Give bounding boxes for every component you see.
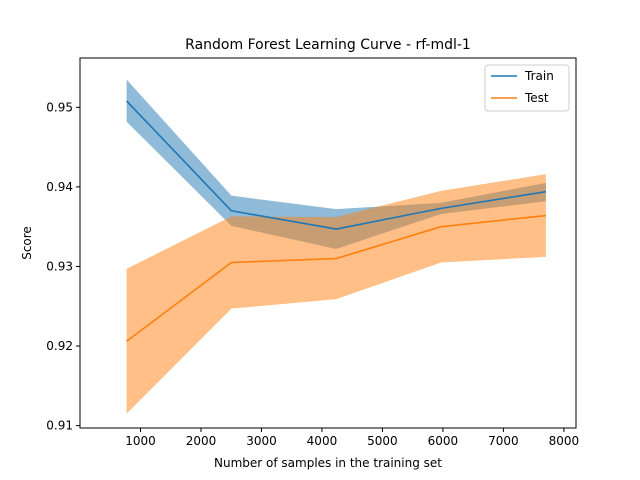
x-tick-label: 2000 — [186, 434, 217, 448]
y-tick-label: 0.95 — [46, 100, 73, 114]
x-tick-label: 7000 — [488, 434, 519, 448]
series-1-line — [126, 214, 546, 342]
legend-label-0: Train — [524, 69, 554, 83]
y-axis-label: Score — [20, 226, 34, 260]
x-tick-label: 1000 — [125, 434, 156, 448]
x-tick-label: 5000 — [367, 434, 398, 448]
y-tick-label: 0.93 — [46, 259, 73, 273]
y-tick-label: 0.91 — [46, 419, 73, 433]
x-tick-label: 3000 — [246, 434, 277, 448]
y-tick-label: 0.94 — [46, 180, 73, 194]
x-tick-label: 6000 — [428, 434, 459, 448]
x-axis-label: Number of samples in the training set — [214, 456, 442, 470]
legend: Train Test — [484, 64, 570, 112]
axes: 1000 2000 3000 4000 5000 6000 7000 8000 0.91 0.92… — [46, 57, 580, 448]
axes-frame — [79, 57, 577, 429]
plot-area — [126, 79, 547, 414]
series-0-line — [126, 100, 547, 230]
chart-title: Random Forest Learning Curve - rf-mdl-1 — [185, 37, 471, 53]
legend-label-1: Test — [524, 91, 549, 105]
x-tick-label: 4000 — [307, 434, 338, 448]
y-tick-label: 0.92 — [46, 339, 73, 353]
series-1-band — [126, 174, 546, 414]
x-tick-label: 8000 — [549, 434, 580, 448]
